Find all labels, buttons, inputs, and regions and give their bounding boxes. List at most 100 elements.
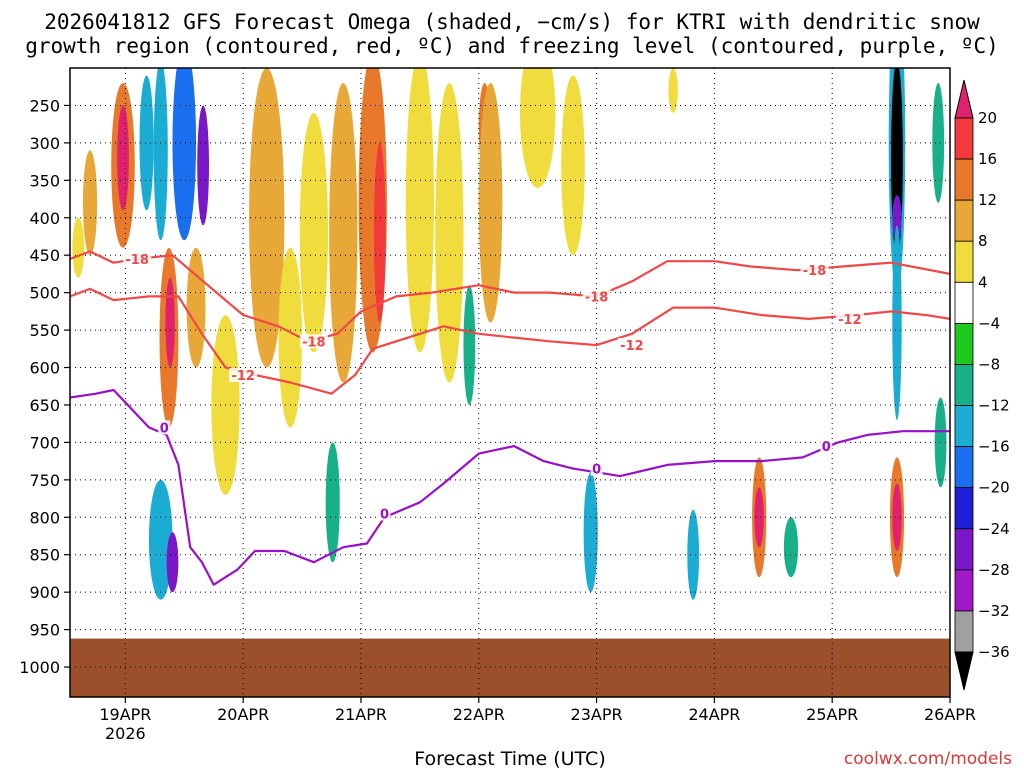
omega-cell-10 bbox=[186, 247, 206, 368]
omega-cell-12 bbox=[148, 479, 173, 600]
omega-cell-4 bbox=[139, 75, 154, 211]
contour-label--12: -12 bbox=[231, 369, 255, 384]
colorbar-box bbox=[954, 281, 974, 324]
omega-cell-1 bbox=[82, 150, 98, 256]
colorbar-box bbox=[954, 405, 974, 448]
colorbar-box bbox=[954, 199, 974, 242]
omega-cell-37 bbox=[892, 225, 902, 420]
omega-shading bbox=[72, 68, 947, 600]
surface-terrain bbox=[70, 638, 950, 697]
contour-label-bg bbox=[158, 420, 171, 435]
omega-cell-9 bbox=[165, 277, 175, 368]
colorbar-tick-label: −36 bbox=[978, 643, 1010, 661]
chart-title-line-2: growth region (contoured, red, ºC) and f… bbox=[25, 34, 999, 58]
colorbar-tick-label: 16 bbox=[978, 150, 997, 168]
y-tick-label: 1000 bbox=[19, 658, 60, 677]
contour-line-0 bbox=[70, 388, 950, 586]
y-tick-label: 850 bbox=[29, 546, 60, 565]
y-tick-label: 250 bbox=[29, 96, 60, 115]
plot-area: -18 -18 -18 -18 -12 -12 -12 0 0 0 0 250 300 350 400 450… bbox=[19, 67, 976, 743]
colorbar-box bbox=[954, 446, 974, 489]
chart-title-line-1: 2026041812 GFS Forecast Omega (shaded, −… bbox=[44, 10, 980, 34]
omega-cell-28 bbox=[583, 472, 598, 593]
omega-cell-21 bbox=[405, 68, 435, 353]
y-tick-label: 950 bbox=[29, 621, 60, 640]
colorbar-box bbox=[954, 322, 974, 365]
y-tick-label: 550 bbox=[29, 321, 60, 340]
y-tick-label: 500 bbox=[29, 284, 60, 303]
colorbar-tick-label: −8 bbox=[978, 355, 1000, 373]
contour-label--18: -18 bbox=[585, 290, 609, 305]
contour-label--18: -18 bbox=[125, 253, 149, 268]
colorbar-box bbox=[954, 158, 974, 201]
credit-text: coolwx.com/models bbox=[844, 749, 1012, 768]
contour-label-bg bbox=[590, 461, 603, 476]
y-tick-label: 650 bbox=[29, 396, 60, 415]
colorbar-box bbox=[954, 117, 974, 160]
y-tick-label: 700 bbox=[29, 433, 60, 452]
contour-label-bg bbox=[123, 251, 152, 266]
colorbar-tick-label: −16 bbox=[978, 438, 1010, 456]
x-axis-label: Forecast Time (UTC) bbox=[414, 748, 605, 768]
x-tick-label: 21APR bbox=[335, 705, 387, 724]
contour-label-0: 0 bbox=[380, 508, 389, 523]
contour-label-bg bbox=[378, 506, 391, 521]
omega-cell-32 bbox=[754, 487, 764, 548]
omega-cell-18 bbox=[329, 82, 358, 383]
x-tick-label: 26APR bbox=[924, 705, 976, 724]
x-tick-label: 19APR bbox=[99, 705, 151, 724]
contour-label--18: -18 bbox=[302, 335, 326, 350]
omega-cell-3 bbox=[117, 105, 129, 211]
contours: -18 -18 -18 -18 -12 -12 -12 0 0 0 0 bbox=[70, 250, 950, 586]
colorbar-tick-label: 12 bbox=[978, 191, 997, 209]
contour-label-bg bbox=[800, 263, 829, 278]
omega-cell-36 bbox=[892, 195, 902, 241]
colorbar-bottom-arrow bbox=[954, 651, 974, 691]
colorbar-tick-label: −12 bbox=[978, 397, 1010, 415]
x-tick-label: 25APR bbox=[806, 705, 858, 724]
colorbar-top-arrow bbox=[954, 79, 974, 119]
y-tick-label: 350 bbox=[29, 171, 60, 190]
omega-cell-6 bbox=[172, 68, 197, 241]
y-tick-label: 900 bbox=[29, 583, 60, 602]
contour-label-bg bbox=[820, 439, 833, 454]
colorbar-box bbox=[954, 610, 974, 653]
colorbar-tick-label: 20 bbox=[978, 109, 997, 127]
colorbar-box bbox=[954, 569, 974, 612]
omega-cell-20 bbox=[373, 142, 386, 323]
contour-label-0: 0 bbox=[822, 440, 831, 455]
omega-cell-15 bbox=[278, 247, 303, 428]
colorbar-box bbox=[954, 528, 974, 571]
omega-cell-29 bbox=[687, 509, 700, 600]
omega-cell-13 bbox=[166, 532, 179, 593]
omega-cell-17 bbox=[325, 442, 340, 563]
contour-label--12: -12 bbox=[620, 339, 644, 354]
omega-cell-41 bbox=[932, 82, 945, 203]
y-tick-label: 400 bbox=[29, 209, 60, 228]
omega-cell-22 bbox=[435, 82, 464, 383]
contour-label-bg bbox=[582, 289, 611, 304]
x-tick-label: 23APR bbox=[571, 705, 623, 724]
omega-cell-33 bbox=[783, 517, 799, 578]
omega-cell-16 bbox=[299, 112, 328, 353]
colorbar-tick-label: −20 bbox=[978, 479, 1010, 497]
omega-cell-0 bbox=[72, 217, 85, 278]
y-tick-label: 750 bbox=[29, 471, 60, 490]
omega-cell-24 bbox=[478, 82, 503, 323]
contour-label-bg bbox=[299, 334, 328, 349]
contour-label-0: 0 bbox=[592, 463, 601, 478]
contour-label--18: -18 bbox=[803, 264, 827, 279]
omega-cell-39 bbox=[892, 483, 902, 551]
contour-label-0: 0 bbox=[160, 421, 169, 436]
colorbar-tick-label: 8 bbox=[978, 232, 988, 250]
colorbar-legend: 20 16 12 8 4 −4 −8 −12 −16 −20 −24 −28 −32 −36 bbox=[954, 79, 1010, 691]
x-tick-label: 22APR bbox=[453, 705, 505, 724]
contour-label-bg bbox=[617, 338, 646, 353]
colorbar-box bbox=[954, 364, 974, 406]
contour-label-bg bbox=[835, 311, 864, 326]
omega-cell-30 bbox=[668, 68, 678, 113]
colorbar-tick-label: −24 bbox=[978, 520, 1010, 538]
colorbar-tick-label: −32 bbox=[978, 602, 1010, 620]
y-tick-label: 450 bbox=[29, 246, 60, 265]
